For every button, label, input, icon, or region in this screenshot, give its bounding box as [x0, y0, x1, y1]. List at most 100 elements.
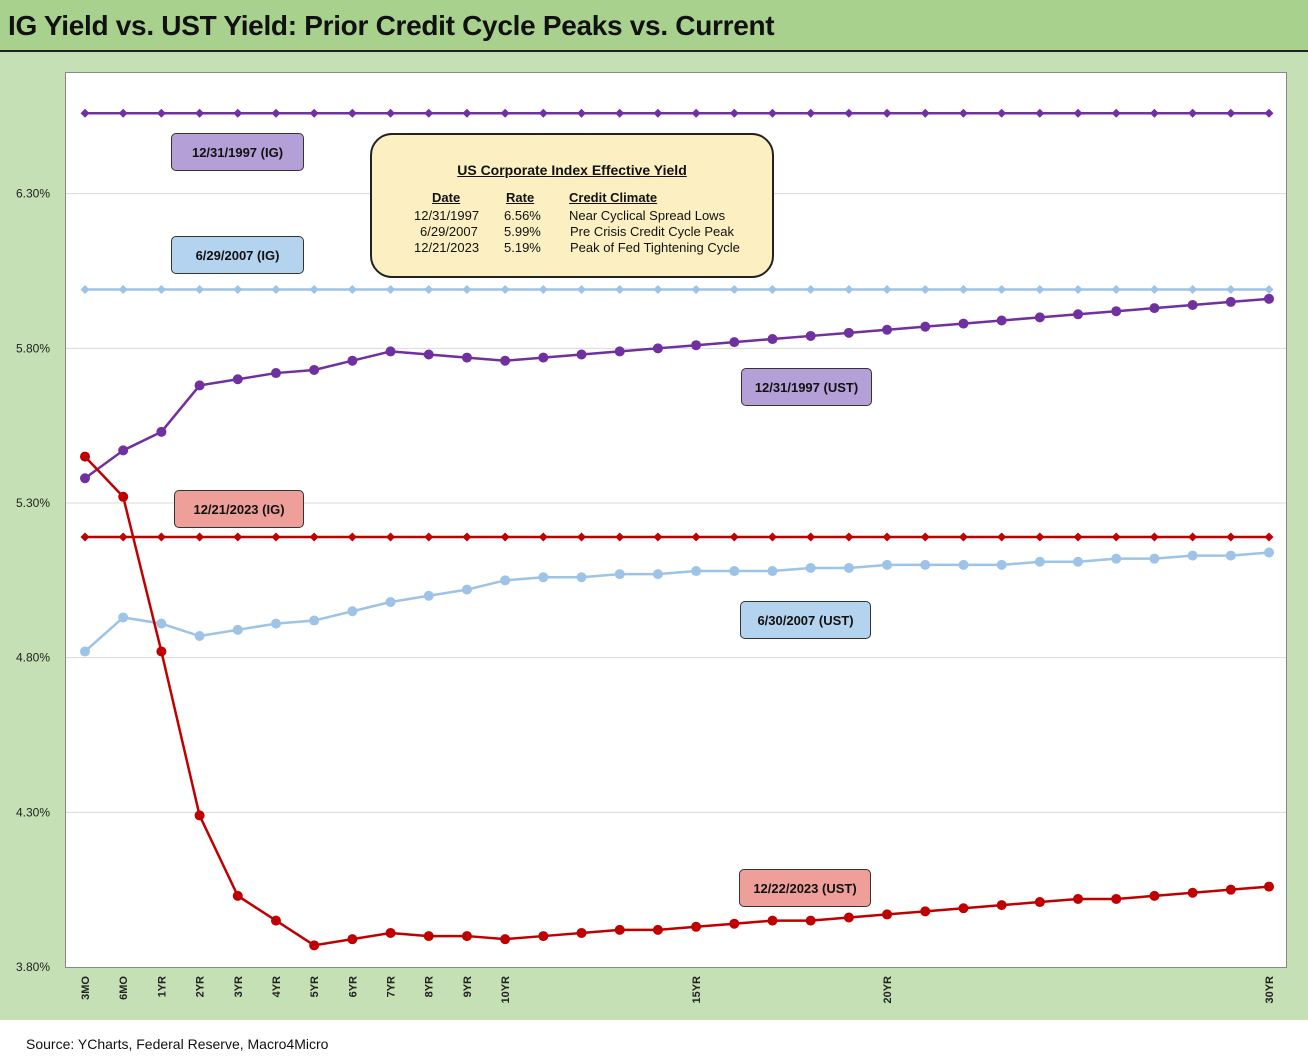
data-point [1187, 550, 1198, 561]
series-3 [80, 293, 1274, 484]
series-1 [80, 285, 1274, 295]
info-row3-rate: 5.19% [504, 240, 541, 255]
data-point [80, 108, 90, 118]
data-point [233, 108, 243, 118]
data-point [80, 285, 90, 295]
data-point [1226, 108, 1236, 118]
title-bar: IG Yield vs. UST Yield: Prior Credit Cyc… [0, 0, 1308, 52]
data-point [195, 108, 205, 118]
data-point [500, 108, 510, 118]
data-point [462, 532, 472, 542]
data-point [615, 532, 625, 542]
data-point [805, 915, 816, 926]
info-box: US Corporate Index Effective Yield Date … [370, 133, 774, 278]
data-point [844, 532, 854, 542]
data-point [729, 337, 740, 348]
data-point [1264, 547, 1274, 558]
x-tick-label: 2YR [195, 976, 207, 997]
data-point [1034, 312, 1045, 323]
data-point [500, 285, 510, 295]
data-point [195, 532, 205, 542]
data-point [538, 572, 549, 583]
data-point [844, 285, 854, 295]
data-point [1264, 285, 1274, 295]
y-tick-label: 6.30% [16, 187, 50, 201]
data-point [347, 355, 358, 366]
data-point [1073, 309, 1084, 320]
y-tick-label: 4.30% [16, 805, 50, 819]
data-point [386, 285, 396, 295]
x-tick-label: 6YR [347, 976, 359, 997]
x-tick-label: 15YR [691, 976, 703, 1004]
data-point [80, 451, 90, 462]
data-point [844, 108, 854, 118]
data-point [500, 355, 511, 366]
data-point [997, 532, 1007, 542]
data-point [1225, 296, 1236, 307]
data-point [806, 532, 816, 542]
data-point [1149, 108, 1159, 118]
data-point [767, 108, 777, 118]
data-point [615, 285, 625, 295]
data-point [882, 532, 892, 542]
info-row3-date: 12/21/2023 [414, 240, 480, 255]
chart-title: IG Yield vs. UST Yield: Prior Credit Cyc… [8, 10, 775, 41]
data-point [461, 584, 472, 595]
data-point [652, 569, 663, 580]
x-tick-label: 9YR [462, 976, 474, 997]
data-point [1073, 532, 1083, 542]
data-point [729, 918, 740, 929]
data-point [958, 318, 969, 329]
data-point [1188, 108, 1198, 118]
data-point [1111, 532, 1121, 542]
info-row2-rate: 5.99% [504, 224, 541, 239]
data-point [156, 108, 166, 118]
data-point [156, 646, 167, 657]
data-point [1264, 881, 1274, 892]
data-point [920, 321, 931, 332]
x-tick-label: 3MO [80, 976, 92, 1000]
data-point [920, 532, 930, 542]
y-tick-label: 5.80% [16, 341, 50, 355]
data-point [1187, 300, 1198, 311]
x-tick-label: 10YR [500, 976, 512, 1004]
data-point [614, 924, 625, 935]
data-point [767, 285, 777, 295]
data-point [997, 108, 1007, 118]
data-point [843, 912, 854, 923]
x-tick-label: 4YR [271, 976, 283, 997]
data-point [347, 108, 357, 118]
series-line [84, 551, 1270, 653]
data-point [271, 285, 281, 295]
data-point [424, 532, 434, 542]
data-point [309, 940, 320, 951]
data-point [958, 108, 968, 118]
data-point [1264, 293, 1274, 304]
x-tick-label: 1YR [156, 976, 168, 997]
data-point [882, 108, 892, 118]
data-point [1226, 532, 1236, 542]
data-point [232, 374, 243, 385]
data-point [271, 108, 281, 118]
data-point [424, 108, 434, 118]
data-point [118, 445, 129, 456]
data-point [614, 569, 625, 580]
data-point [1149, 285, 1159, 295]
data-point [194, 810, 205, 821]
data-point [462, 108, 472, 118]
data-point [767, 532, 777, 542]
data-point [80, 473, 90, 484]
data-point [500, 934, 511, 945]
data-point [1149, 553, 1160, 564]
data-point [653, 108, 663, 118]
data-point [1149, 890, 1160, 901]
data-point [538, 285, 548, 295]
data-point [156, 426, 167, 437]
data-point [461, 931, 472, 942]
data-point [691, 285, 701, 295]
data-point [767, 334, 778, 345]
data-point [233, 285, 243, 295]
series-4 [80, 547, 1274, 657]
data-point [1188, 532, 1198, 542]
x-tick-label: 20YR [882, 976, 894, 1004]
